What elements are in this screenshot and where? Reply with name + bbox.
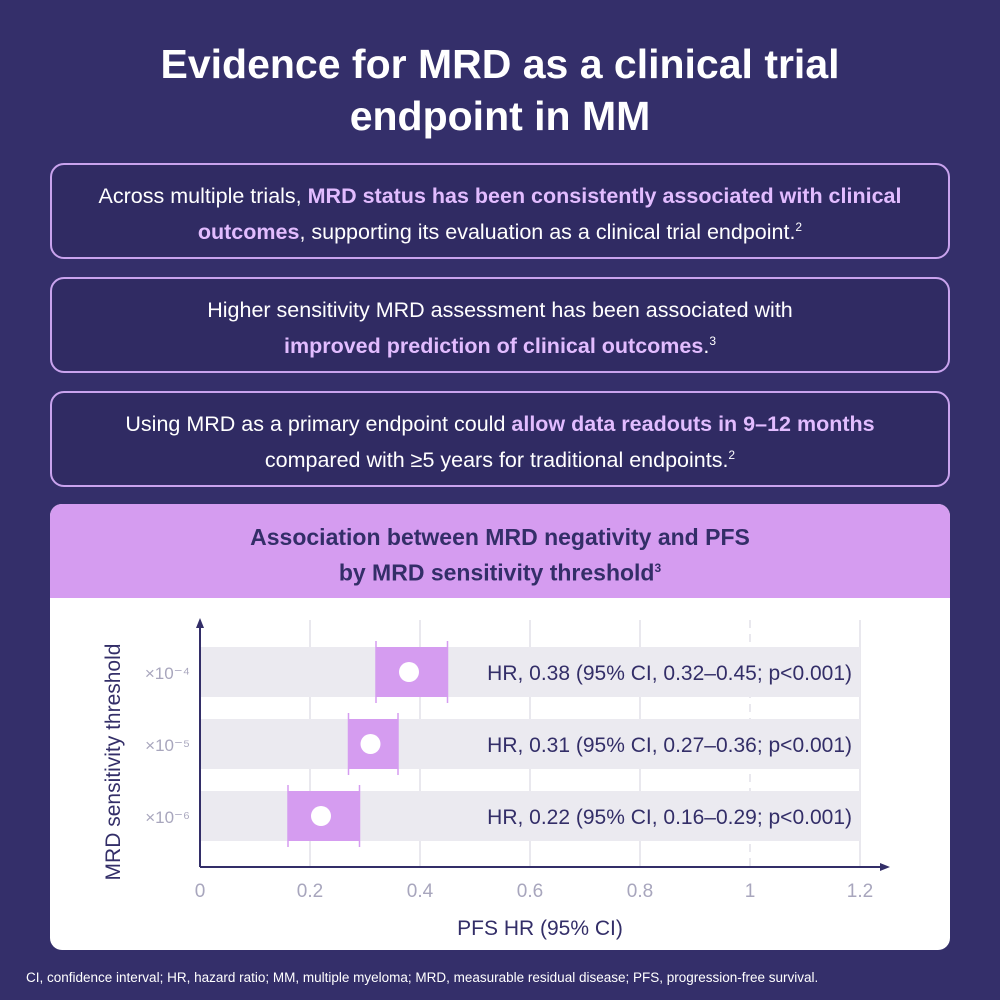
hr-point [399, 662, 419, 682]
title-line-1: Evidence for MRD as a clinical trial [160, 41, 840, 87]
x-tick-label: 1.2 [847, 881, 873, 902]
hr-label: HR, 0.38 (95% CI, 0.32–0.45; p<0.001) [487, 662, 852, 685]
x-tick-label: 1 [745, 881, 756, 902]
row-band [200, 647, 860, 697]
hr-point [360, 734, 381, 754]
x-axis-label: PFS HR (95% CI) [457, 917, 623, 940]
x-tick-label: 0.6 [517, 881, 543, 902]
y-tick-label: ×10⁻⁶ [145, 808, 190, 827]
x-axis-arrow-icon [880, 863, 890, 871]
evidence-box-1: Across multiple trials, MRD status has b… [50, 163, 950, 259]
evidence-box-2: Higher sensitivity MRD assessment has be… [50, 277, 950, 373]
hr-point [311, 806, 331, 826]
evidence-box-3: Using MRD as a primary endpoint could al… [50, 391, 950, 487]
y-axis-label: MRD sensitivity threshold [102, 644, 125, 881]
title-line-2: endpoint in MM [349, 93, 651, 139]
x-tick-label: 0.4 [407, 881, 434, 902]
y-tick-label: ×10⁻⁵ [145, 736, 190, 755]
hr-label: HR, 0.31 (95% CI, 0.27–0.36; p<0.001) [487, 734, 852, 757]
y-axis-arrow-icon [196, 618, 204, 628]
x-tick-label: 0 [195, 881, 206, 902]
hr-label: HR, 0.22 (95% CI, 0.16–0.29; p<0.001) [487, 806, 852, 829]
chart-title: Association between MRD negativity and P… [50, 504, 950, 598]
footnote: CI, confidence interval; HR, hazard rati… [26, 970, 819, 985]
row-band [200, 719, 860, 769]
page-title: Evidence for MRD as a clinical trial endp… [0, 38, 1000, 142]
x-tick-label: 0.8 [627, 881, 653, 902]
x-tick-label: 0.2 [297, 881, 323, 902]
y-tick-label: ×10⁻⁴ [145, 664, 190, 683]
